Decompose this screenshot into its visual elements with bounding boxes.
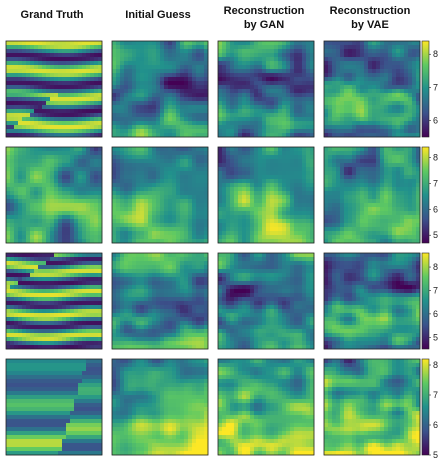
colorbar-tick-label: 5 [433, 450, 438, 460]
panel-frame [5, 146, 103, 244]
column-title-vae: Reconstruction by VAE [329, 5, 411, 31]
colorbar-tick-label: 7 [433, 178, 438, 188]
heatmap-panel-r4-c2 [111, 358, 209, 456]
colorbar-tick-label: 6 [433, 309, 438, 319]
colorbar [421, 146, 430, 244]
heatmap-panel-r4-c1 [5, 358, 103, 456]
colorbar-tick-label: 5 [433, 230, 438, 240]
panel-frame [217, 40, 315, 138]
heatmap-panel-r1-c1 [5, 40, 103, 138]
colorbar-tick-label: 7 [433, 285, 438, 295]
panel-frame [323, 252, 421, 350]
panel-frame [217, 252, 315, 350]
heatmap-panel-r2-c1 [5, 146, 103, 244]
colorbar [421, 40, 430, 138]
heatmap-panel-r4-c3 [217, 358, 315, 456]
panel-frame [111, 40, 209, 138]
colorbar-tick-label: 5 [433, 332, 438, 342]
heatmap-panel-r3-c2 [111, 252, 209, 350]
colorbar [421, 358, 430, 456]
panel-frame [111, 146, 209, 244]
colorbar-tick-label: 8 [433, 152, 438, 162]
panel-frame [5, 252, 103, 350]
colorbar-tick-label: 8 [433, 262, 438, 272]
colorbar-row-3: 5 6 7 8 [421, 252, 438, 350]
panel-frame [217, 146, 315, 244]
colorbar-row-2: 5 6 7 8 [421, 146, 438, 244]
heatmap-panel-r2-c3 [217, 146, 315, 244]
panel-frame [217, 358, 315, 456]
colorbar-tick-label: 7 [433, 390, 438, 400]
panel-frame [323, 358, 421, 456]
colorbar-row-1: 6 7 8 [421, 40, 438, 138]
heatmap-panel-r4-c4 [323, 358, 421, 456]
heatmap-panel-r1-c4 [323, 40, 421, 138]
colorbar-row-4: 5 6 7 8 [421, 358, 438, 460]
colorbar [421, 252, 430, 350]
colorbar-tick-label: 6 [433, 204, 438, 214]
column-title-gan: Reconstruction by GAN [223, 5, 305, 31]
colorbar-tick-label: 6 [433, 115, 438, 125]
heatmap-panel-r3-c3 [217, 252, 315, 350]
colorbar-tick-label: 7 [433, 82, 438, 92]
heatmap-panel-r3-c1 [5, 252, 103, 350]
colorbar-tick-label: 6 [433, 420, 438, 430]
heatmap-panel-r2-c4 [323, 146, 421, 244]
panel-frame [5, 358, 103, 456]
panel-frame [5, 40, 103, 138]
colorbar-tick-label: 8 [433, 49, 438, 59]
heatmap-panel-r1-c3 [217, 40, 315, 138]
heatmap-panel-r2-c2 [111, 146, 209, 244]
column-title-grand-truth: Grand Truth [20, 9, 84, 21]
heatmap-panel-r1-c2 [111, 40, 209, 138]
colorbar-tick-label: 8 [433, 360, 438, 370]
column-title-initial-guess: Initial Guess [125, 9, 191, 21]
panel-frame [323, 146, 421, 244]
panel-frame [323, 40, 421, 138]
panel-frame [111, 358, 209, 456]
panel-frame [111, 252, 209, 350]
heatmap-panel-r3-c4 [323, 252, 421, 350]
